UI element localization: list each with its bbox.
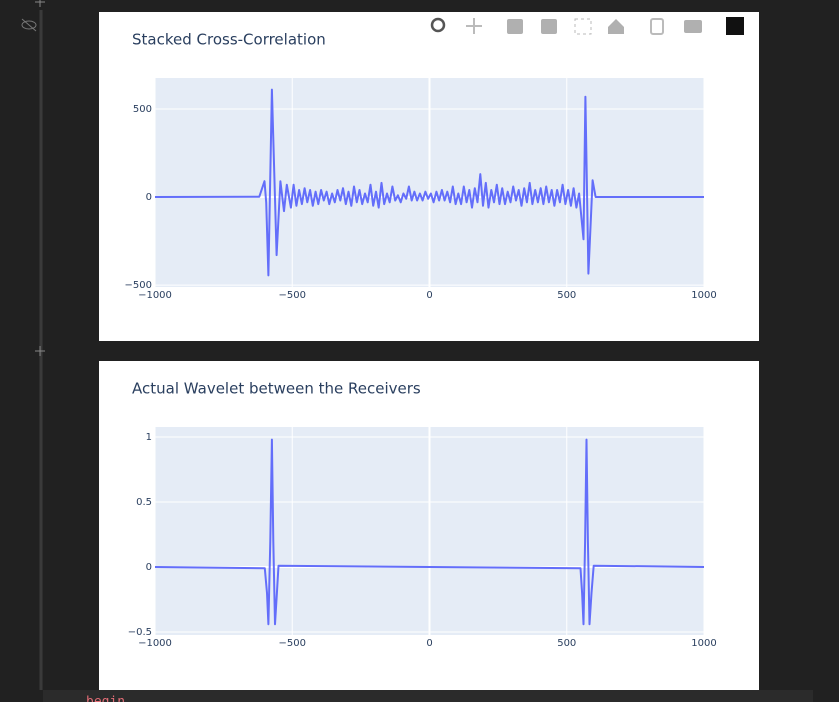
y-tick-label: 500 [133, 104, 152, 115]
code-cell [43, 690, 813, 702]
chart-title: Stacked Cross-Correlation [132, 31, 326, 49]
y-tick-label: 0.5 [136, 497, 152, 508]
line [154, 438, 705, 626]
x-tick-label: −1000 [138, 638, 172, 649]
line [154, 88, 704, 277]
x-tick-label: −500 [279, 290, 306, 301]
add-cell[interactable] [35, 0, 45, 7]
x-tick-label: 1000 [691, 638, 716, 649]
y-tick-label: −0.5 [128, 627, 152, 638]
x-tick-label: 0 [426, 638, 432, 649]
add-cell[interactable] [35, 346, 45, 356]
zoom-button[interactable] [430, 17, 446, 33]
camera-button[interactable] [684, 20, 702, 33]
hide-icon[interactable] [21, 18, 37, 32]
x-tick-label: −500 [279, 638, 306, 649]
y-tick-label: −500 [125, 280, 152, 291]
x-tick-label: 500 [557, 290, 576, 301]
y-tick-label: 1 [146, 432, 152, 443]
plotly-logo[interactable] [726, 17, 744, 35]
copy-button[interactable] [650, 18, 664, 35]
y-tick-label: 0 [146, 562, 152, 573]
pan-button[interactable] [466, 18, 482, 34]
code-text: begin [86, 695, 125, 702]
autoscale-button[interactable] [574, 18, 592, 35]
x-tick-label: 500 [557, 638, 576, 649]
x-tick-label: 1000 [691, 290, 716, 301]
y-tick-label: 0 [146, 192, 152, 203]
modebar [430, 17, 744, 35]
x-tick-label: −1000 [138, 290, 172, 301]
chart-title: Actual Wavelet between the Receivers [132, 380, 421, 398]
zoom-in-button[interactable] [507, 19, 523, 34]
reset-button[interactable] [608, 19, 624, 34]
zoom-out-button[interactable] [541, 19, 557, 34]
x-tick-label: 0 [426, 290, 432, 301]
